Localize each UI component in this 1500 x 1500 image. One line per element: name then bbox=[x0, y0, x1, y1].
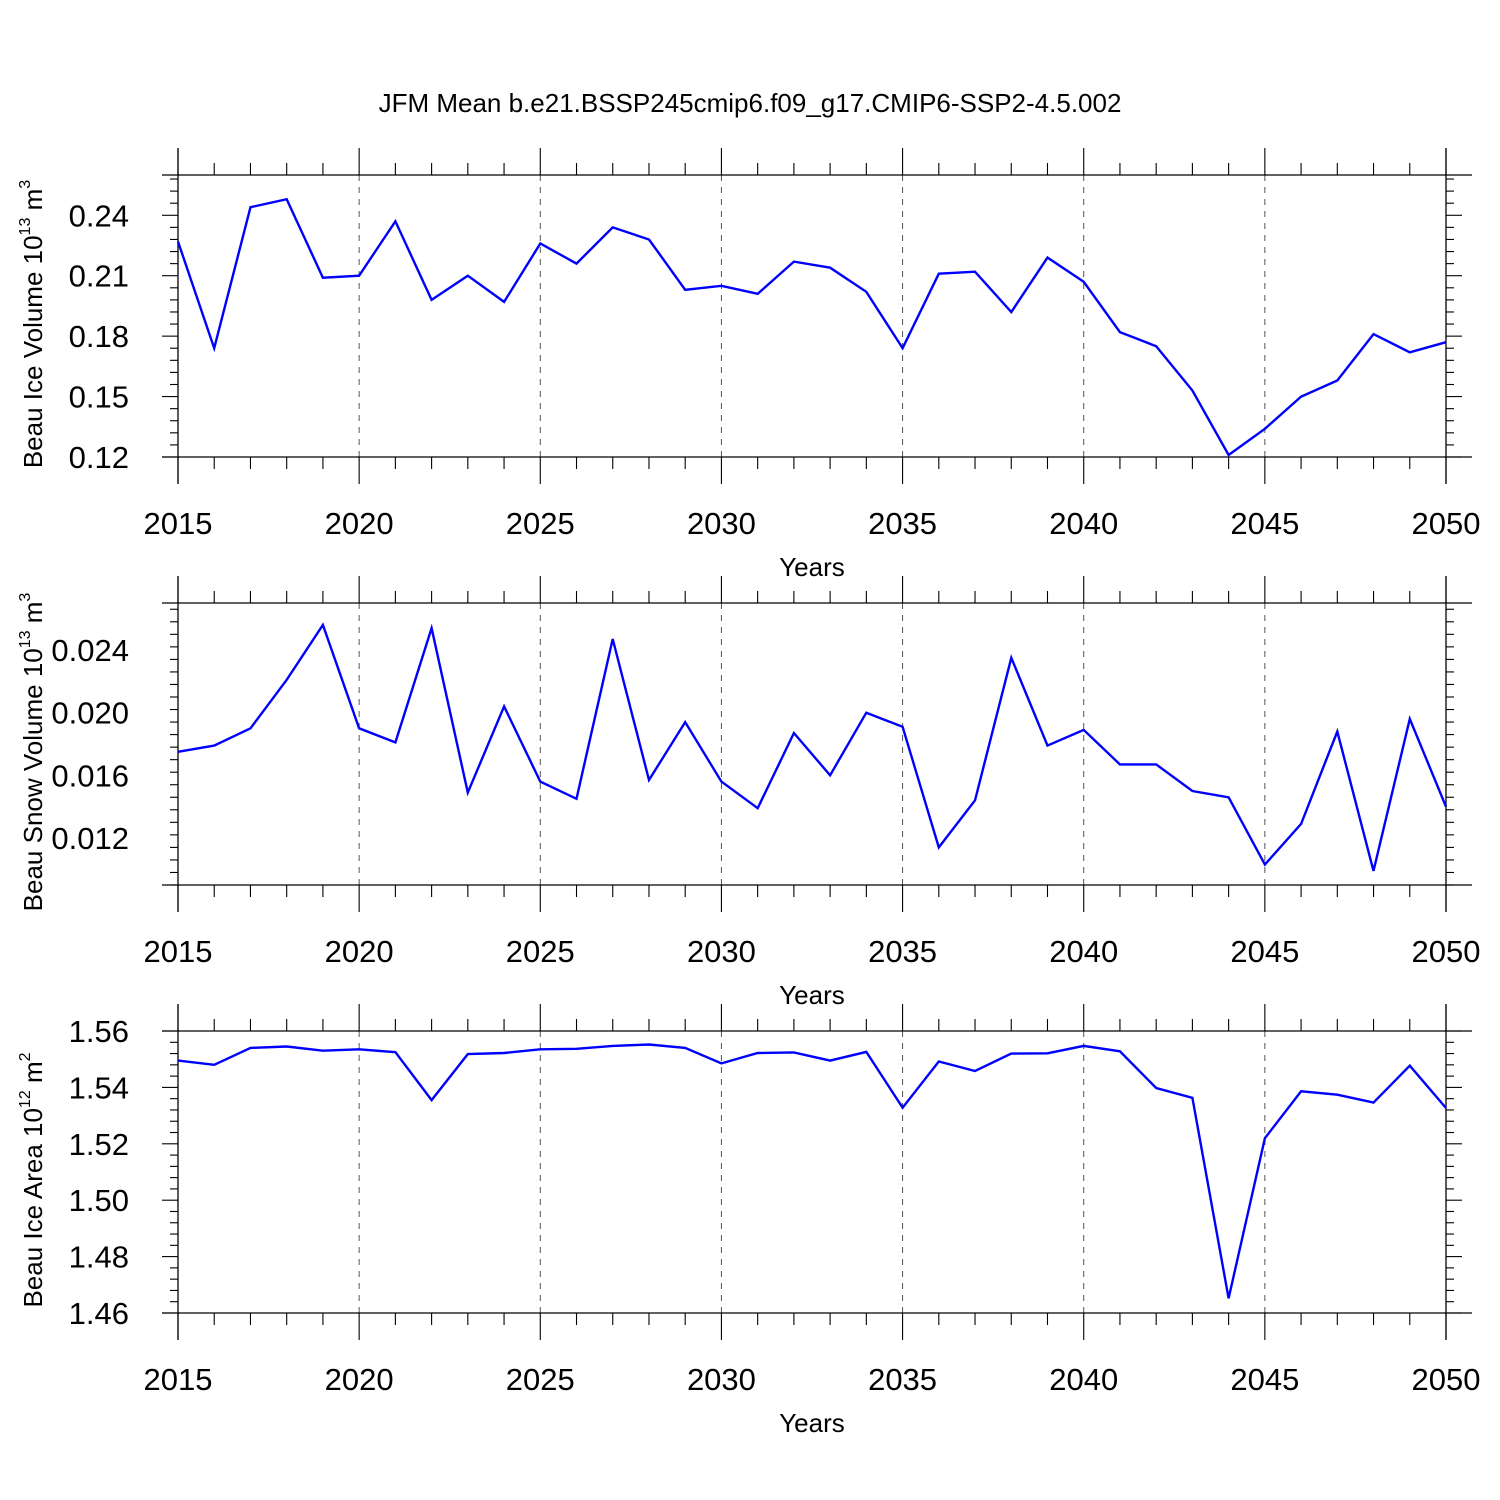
x-tick-label: 2030 bbox=[687, 934, 756, 969]
y-tick-label: 1.48 bbox=[69, 1240, 129, 1275]
x-axis-title: Years bbox=[779, 980, 845, 1010]
y-tick-label: 0.012 bbox=[51, 821, 129, 856]
x-tick-label: 2040 bbox=[1049, 1362, 1118, 1397]
x-tick-label: 2045 bbox=[1230, 1362, 1299, 1397]
y-tick-label: 1.52 bbox=[69, 1127, 129, 1162]
x-tick-label: 2015 bbox=[144, 934, 213, 969]
chart-panels: 0.12 0.15 0.18 0.21 0.24 2015 2020 2025 2030 2035… bbox=[17, 148, 1480, 1438]
y-tick-label: 0.024 bbox=[51, 633, 129, 668]
x-tick-label: 2045 bbox=[1230, 506, 1299, 541]
y-axis-title: Beau Ice Area 1012 m2 bbox=[17, 1052, 48, 1307]
y-tick-label: 0.21 bbox=[69, 259, 129, 294]
x-axis-title: Years bbox=[779, 552, 845, 582]
panel-3: 1.46 1.48 1.50 1.52 1.54 1.56 2015 2020 2025 2030… bbox=[17, 1004, 1480, 1438]
chart-title: JFM Mean b.e21.BSSP245cmip6.f09_g17.CMIP… bbox=[379, 88, 1122, 118]
x-tick-label: 2020 bbox=[325, 1362, 394, 1397]
y-tick-label: 1.56 bbox=[69, 1014, 129, 1049]
x-tick-label: 2040 bbox=[1049, 934, 1118, 969]
y-tick-label: 0.15 bbox=[69, 380, 129, 415]
x-tick-label: 2030 bbox=[687, 1362, 756, 1397]
y-tick-label: 0.18 bbox=[69, 319, 129, 354]
x-tick-label: 2020 bbox=[325, 506, 394, 541]
series-line bbox=[177, 1043, 1447, 1299]
series-line bbox=[176, 197, 1447, 457]
y-tick-label: 0.12 bbox=[69, 440, 129, 475]
x-tick-label: 2025 bbox=[506, 934, 575, 969]
y-tick-label: 1.54 bbox=[69, 1070, 129, 1105]
x-tick-label: 2045 bbox=[1230, 934, 1299, 969]
x-tick-label: 2030 bbox=[687, 506, 756, 541]
y-axis-title: Beau Ice Volume 1013 m3 bbox=[17, 180, 48, 468]
x-tick-label: 2040 bbox=[1049, 506, 1118, 541]
x-tick-label: 2035 bbox=[868, 934, 937, 969]
y-axis-title: Beau Snow Volume 1013 m3 bbox=[17, 593, 48, 912]
panel-2: 0.012 0.016 0.020 0.024 2015 2020 2025 2030 2035… bbox=[17, 576, 1480, 1010]
x-axis-title: Years bbox=[779, 1408, 845, 1438]
x-tick-label: 2015 bbox=[144, 1362, 213, 1397]
panel-1: 0.12 0.15 0.18 0.21 0.24 2015 2020 2025 2030 2035… bbox=[17, 148, 1480, 582]
x-tick-label: 2050 bbox=[1412, 934, 1481, 969]
x-tick-label: 2020 bbox=[325, 934, 394, 969]
x-tick-label: 2050 bbox=[1412, 1362, 1481, 1397]
y-tick-label: 0.020 bbox=[51, 696, 129, 731]
x-tick-label: 2025 bbox=[506, 1362, 575, 1397]
x-tick-label: 2025 bbox=[506, 506, 575, 541]
y-tick-label: 1.46 bbox=[69, 1296, 129, 1331]
y-tick-label: 0.016 bbox=[51, 758, 129, 793]
x-tick-label: 2050 bbox=[1412, 506, 1481, 541]
series-line bbox=[177, 622, 1448, 872]
x-tick-label: 2035 bbox=[868, 506, 937, 541]
x-tick-label: 2015 bbox=[144, 506, 213, 541]
y-tick-label: 0.24 bbox=[69, 198, 129, 233]
x-tick-label: 2035 bbox=[868, 1362, 937, 1397]
y-tick-label: 1.50 bbox=[69, 1183, 129, 1218]
